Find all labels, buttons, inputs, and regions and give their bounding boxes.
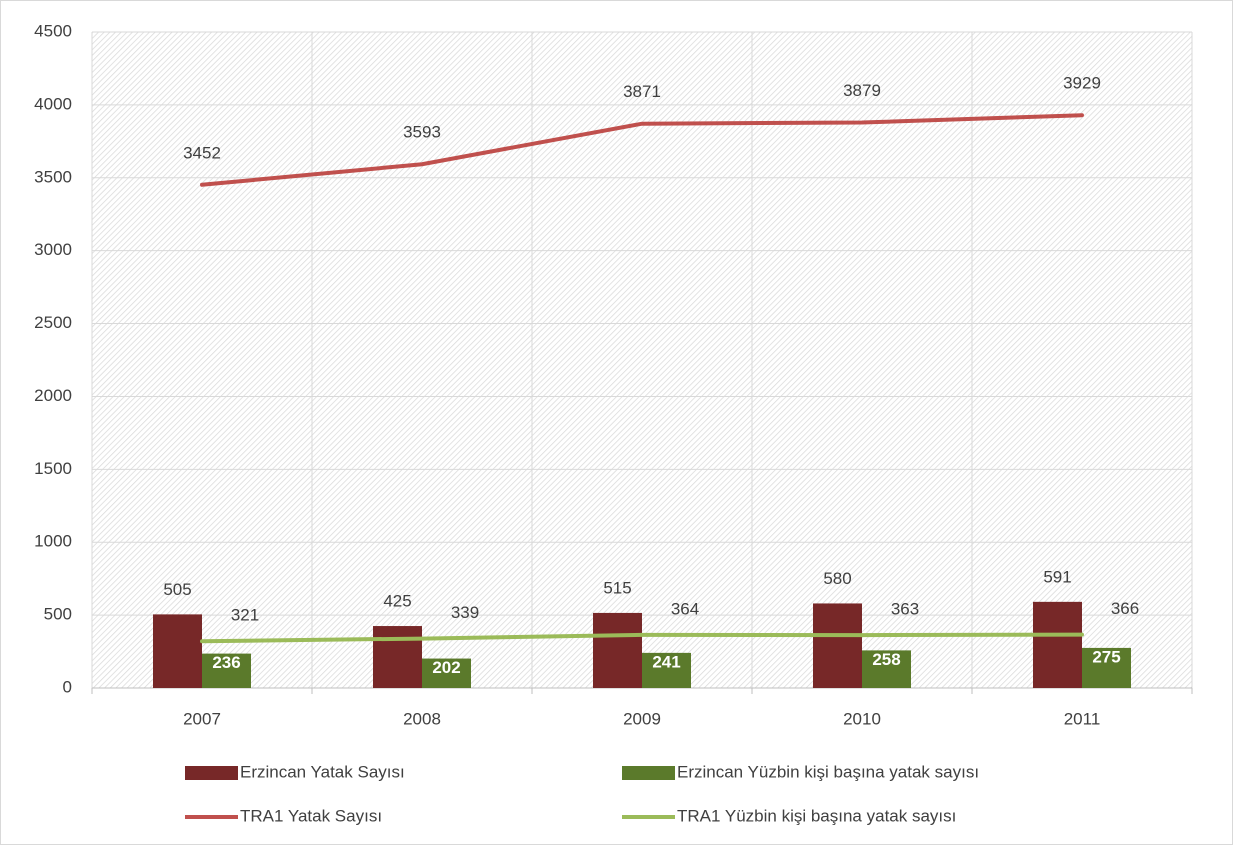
bar [153, 614, 202, 688]
data-label: 580 [823, 569, 851, 588]
data-label: 515 [603, 578, 631, 597]
bar [813, 603, 862, 688]
bar [862, 650, 911, 688]
bar [642, 652, 691, 688]
y-tick-label: 2500 [34, 313, 72, 332]
data-label: 3879 [843, 81, 881, 100]
y-tick-label: 1000 [34, 532, 72, 551]
bar [422, 658, 471, 688]
bar [1033, 601, 1082, 688]
legend-label: TRA1 Yüzbin kişi başına yatak sayısı [677, 806, 956, 825]
data-label: 3452 [183, 143, 221, 162]
legend-swatch [622, 766, 675, 780]
data-label: 505 [163, 580, 191, 599]
data-label: 321 [231, 606, 259, 625]
y-tick-label: 0 [63, 677, 72, 696]
data-label: 3929 [1063, 74, 1101, 93]
data-label: 258 [872, 650, 900, 669]
y-tick-label: 4500 [34, 21, 72, 40]
data-label: 275 [1092, 647, 1120, 666]
data-label: 339 [451, 603, 479, 622]
bar [373, 626, 422, 688]
x-tick-label: 2010 [843, 709, 881, 728]
data-label: 3871 [623, 82, 661, 101]
data-label: 241 [652, 652, 680, 671]
y-tick-label: 1500 [34, 459, 72, 478]
x-tick-label: 2009 [623, 709, 661, 728]
bar [1082, 647, 1131, 688]
x-tick-label: 2011 [1064, 709, 1101, 728]
bar [593, 612, 642, 688]
y-tick-label: 500 [44, 605, 72, 624]
line [200, 632, 1084, 644]
y-tick-label: 3000 [34, 240, 72, 259]
data-label: 363 [891, 600, 919, 619]
y-tick-label: 4000 [34, 94, 72, 113]
legend-swatch [185, 766, 238, 780]
data-label: 366 [1111, 599, 1139, 618]
y-tick-label: 2000 [34, 386, 72, 405]
data-label: 591 [1043, 567, 1071, 586]
plot-area [92, 32, 1192, 688]
data-label: 364 [671, 599, 699, 618]
x-tick-label: 2007 [183, 709, 221, 728]
y-tick-label: 3500 [34, 167, 72, 186]
data-label: 3593 [403, 123, 441, 142]
legend-label: Erzincan Yatak Sayısı [240, 762, 405, 781]
bar [202, 653, 251, 688]
legend-label: TRA1 Yatak Sayısı [240, 806, 382, 825]
data-label: 236 [212, 653, 240, 672]
data-label: 425 [383, 592, 411, 611]
data-label: 202 [432, 658, 460, 677]
legend-label: Erzincan Yüzbin kişi başına yatak sayısı [677, 762, 979, 781]
x-tick-label: 2008 [403, 709, 441, 728]
line [200, 113, 1084, 187]
